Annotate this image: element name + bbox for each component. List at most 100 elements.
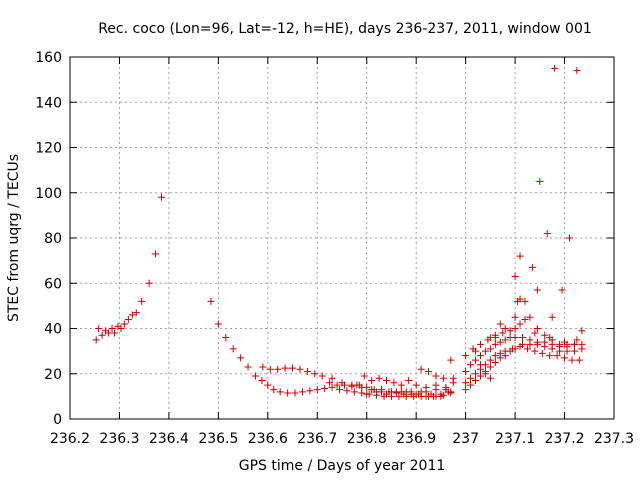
data-point [222,334,230,342]
data-point [543,229,551,237]
data-point [486,334,494,342]
data-point [333,381,341,389]
data-point [501,325,509,332]
data-point [531,329,539,337]
data-point [546,352,554,360]
data-point [516,320,524,328]
x-tick-label: 236.3 [99,431,139,447]
data-point [207,297,215,305]
data-point [486,363,494,371]
data-point [486,356,494,364]
data-point [449,374,457,382]
x-tick-label: 237.2 [544,431,584,447]
data-point [353,381,361,389]
data-point [117,325,125,332]
data-point [412,390,420,398]
data-point [98,331,106,339]
y-tick-label: 140 [35,95,62,111]
x-tick-label: 236.9 [396,431,436,447]
data-point [375,374,383,382]
data-point [402,388,410,396]
data-point [472,347,480,355]
data-point [536,177,544,185]
data-point [526,313,534,321]
y-tick-label: 20 [44,367,62,383]
data-point [264,381,272,389]
data-point [546,334,554,342]
data-point [373,388,381,396]
data-point [350,388,358,396]
data-point [437,390,445,398]
data-point [124,315,132,323]
data-point [336,386,344,394]
data-point [417,365,425,373]
data-point [548,345,556,353]
data-point [296,365,304,373]
data-point [378,386,386,394]
data-point [523,345,531,353]
data-point [472,356,480,364]
data-point [152,250,160,258]
data-point [92,336,100,344]
data-point [157,193,165,201]
data-point [551,64,559,72]
data-point [343,387,351,395]
data-point [476,340,484,348]
data-point [291,389,299,397]
data-point [313,386,321,394]
data-point [145,279,153,287]
data-point [496,349,504,357]
x-tick-label: 236.8 [347,431,387,447]
axis-ticks [69,56,615,420]
data-point [422,388,430,396]
x-tick-label: 237.1 [495,431,535,447]
data-point [501,336,509,344]
data-point [442,383,450,391]
data-point [519,334,527,342]
data-point [516,343,524,351]
data-point [311,370,319,378]
data-point [397,381,405,389]
data-point [439,374,447,382]
data-point [462,352,470,360]
y-tick-label: 0 [53,412,62,428]
data-point [476,361,484,369]
data-point [496,320,504,328]
data-point [511,334,519,342]
x-tick-label: 236.7 [297,431,337,447]
data-point [558,286,566,294]
data-point [556,347,564,355]
data-point [244,363,252,371]
x-tick-label: 236.5 [198,431,238,447]
data-point [251,372,259,380]
x-tick-label: 236.2 [50,431,90,447]
data-point [390,379,398,387]
data-point [526,336,534,344]
data-point [281,364,289,372]
data-point [132,309,140,317]
y-tick-label: 100 [35,186,62,202]
data-point [276,388,284,396]
data-point [321,384,329,392]
y-tick-labels: 0 20 40 60 80 100 120 140 160 [35,50,62,428]
data-point [120,320,128,328]
data-point [368,377,376,385]
data-point [363,390,371,398]
data-point [229,345,237,353]
data-point [509,345,517,353]
data-point [326,379,334,387]
data-point [432,386,440,394]
data-point [476,352,484,360]
data-point [575,356,583,364]
data-point [499,329,507,337]
data-point [561,354,569,362]
data-point [432,372,440,380]
data-point [358,383,366,391]
data-point [467,381,475,389]
x-tick-labels: 236.2 236.3 236.4 236.5 236.6 236.7 236.8 236.9… [50,431,634,447]
data-point [533,340,541,348]
data-points [92,64,586,400]
data-point [472,377,480,385]
data-point [105,329,113,337]
data-point [405,377,413,385]
